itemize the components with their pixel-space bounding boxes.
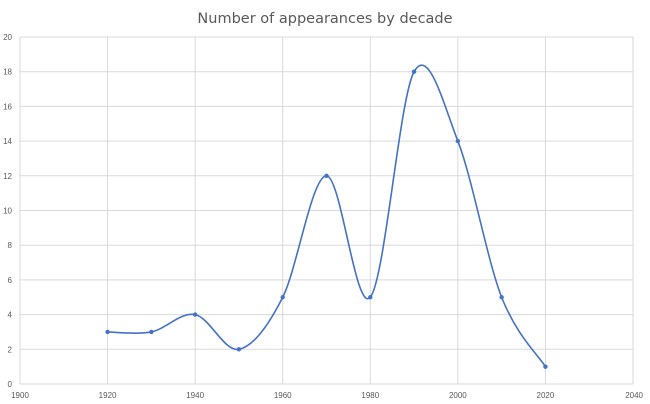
data-point bbox=[543, 364, 548, 369]
y-tick-label: 0 bbox=[8, 380, 13, 389]
data-point bbox=[192, 312, 198, 317]
x-tick-label: 2020 bbox=[537, 391, 555, 400]
series-line bbox=[107, 64, 547, 368]
x-tick-label: 2040 bbox=[625, 391, 643, 400]
y-tick-label: 4 bbox=[8, 311, 13, 320]
series-layer bbox=[105, 64, 548, 369]
x-tick-label: 1920 bbox=[99, 391, 117, 400]
data-point bbox=[324, 173, 329, 178]
y-tick-label: 14 bbox=[3, 137, 12, 146]
y-tick-label: 8 bbox=[8, 241, 13, 250]
x-tick-label: 1900 bbox=[11, 391, 29, 400]
y-tick-label: 2 bbox=[8, 345, 13, 354]
x-tick-label: 1960 bbox=[274, 391, 292, 400]
y-tick-label: 12 bbox=[3, 172, 12, 181]
y-tick-label: 18 bbox=[3, 68, 12, 77]
y-tick-label: 10 bbox=[3, 207, 12, 216]
data-point bbox=[499, 295, 504, 300]
data-point bbox=[236, 347, 242, 352]
y-tick-label: 16 bbox=[3, 102, 12, 111]
data-point bbox=[280, 295, 285, 300]
tick-labels: 0 2 4 6 8 10 12 14 16 18 20 1900 1920 1940 1960 1980 200… bbox=[3, 33, 643, 400]
data-point bbox=[368, 295, 373, 300]
x-tick-label: 1940 bbox=[186, 391, 204, 400]
data-point bbox=[455, 138, 461, 144]
data-point bbox=[149, 329, 154, 335]
x-tick-label: 1980 bbox=[361, 391, 379, 400]
y-tick-label: 20 bbox=[3, 33, 12, 42]
y-tick-label: 6 bbox=[8, 276, 13, 285]
x-tick-label: 2000 bbox=[449, 391, 467, 400]
chart-title: Number of appearances by decade bbox=[197, 11, 452, 27]
data-point bbox=[411, 69, 417, 74]
data-point bbox=[105, 329, 110, 335]
